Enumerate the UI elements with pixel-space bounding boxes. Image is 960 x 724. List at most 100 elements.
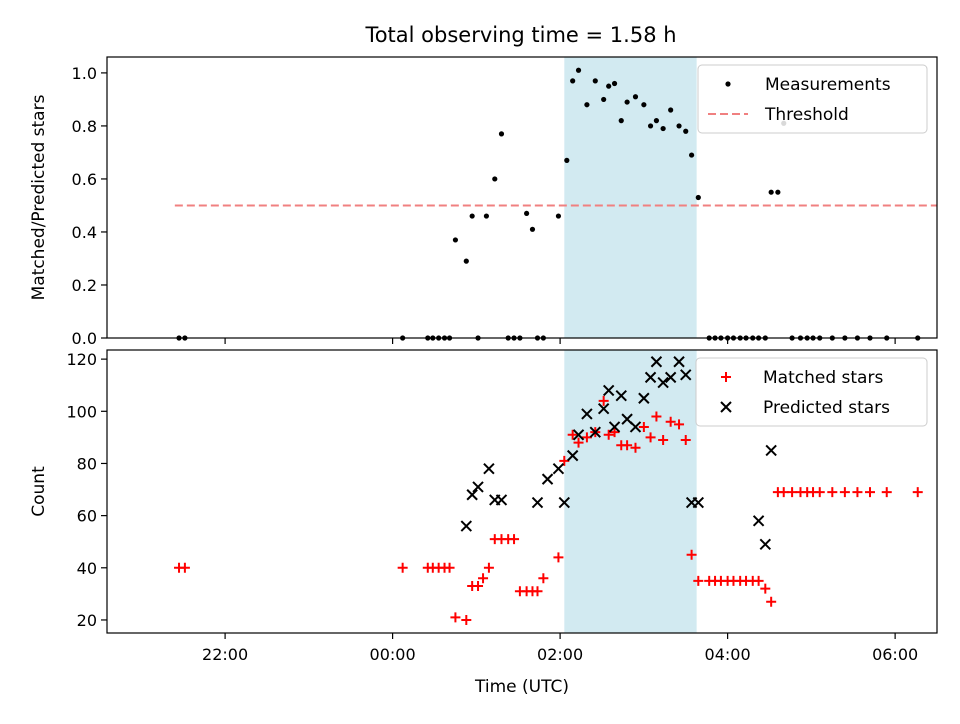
bottom-x-axis-label: Time (UTC) [474,677,569,697]
matched-star-point [645,432,656,443]
predicted-star-point [759,538,772,551]
y-tick-label: 120 [66,350,97,369]
matched-star-point [483,562,494,573]
y-tick-label: 0.6 [72,170,97,189]
predicted-star-point [552,462,565,475]
measurement-point [592,78,598,84]
matched-star-point [787,487,798,498]
matched-star-point [680,434,691,445]
legend-box [695,357,928,427]
bottom-legend: Matched stars Predicted stars [695,357,928,427]
y-tick-label: 80 [77,454,97,473]
predicted-star-point [673,356,685,368]
bottom-y-ticks: 20 40 60 80 100 120 [66,350,107,630]
matched-star-point [538,573,549,584]
legend-box [697,64,928,134]
matched-star-point [638,421,649,432]
predicted-star-point [460,520,473,532]
matched-star-point [912,487,923,498]
measurement-point [524,210,530,217]
measurement-point [469,213,475,219]
measurement-point [695,194,701,201]
matched-star-point [852,487,863,498]
bottom-observing-span [564,350,697,633]
matched-star-point [693,575,704,586]
predicted-star-point [558,496,571,509]
measurement-point [570,78,576,84]
measurement-point [492,176,498,182]
predicted-star-point [692,496,705,509]
predicted-star-point [664,371,677,384]
matched-star-point [567,429,578,440]
measurement-point [647,123,654,129]
bottom-x-ticks: 22:00 00:00 02:00 04:00 06:00 [202,633,918,664]
measurement-point [624,99,630,105]
measurement-point [529,226,536,232]
predicted-star-point [602,384,615,397]
y-tick-label: 0.8 [72,117,97,136]
measurement-point [555,213,562,219]
measurement-point [498,131,505,137]
matched-star-point [603,429,614,440]
measurement-point [775,189,781,195]
matched-star-point [532,586,543,597]
chart-title: Total observing time = 1.58 h [364,23,676,47]
x-tick-label: 02:00 [537,645,583,664]
matched-star-point [473,581,484,592]
predicted-star-point [483,462,495,475]
measurement-point [606,83,612,89]
x-tick-label: 00:00 [370,645,416,664]
measurement-point [676,123,682,129]
measurement-point [768,189,774,195]
legend-label: Matched stars [763,368,883,388]
measurement-point [641,102,647,108]
matched-star-point [760,583,771,594]
legend-matched-swatch [721,372,731,382]
legend-measurement-swatch [725,81,731,87]
measurement-point [564,157,570,163]
measurement-point [463,258,469,264]
top-panel-frame [106,56,938,339]
matched-star-point [827,487,838,498]
measurement-point [584,102,590,108]
measurement-point [483,213,490,219]
matched-star-point [553,552,564,563]
y-tick-label: 20 [77,611,97,630]
matched-star-point [658,434,669,445]
y-tick-label: 40 [77,559,97,578]
matched-star-point [478,573,489,584]
top-legend: Measurements Threshold [697,64,928,134]
predicted-star-point [566,449,579,462]
matched-star-point [444,562,455,573]
y-tick-label: 100 [66,402,97,421]
matched-star-point [864,487,875,498]
measurement-point [575,67,582,73]
predicted-star-point [657,376,669,389]
matched-star-point [778,487,789,498]
measurement-point [689,152,695,158]
y-tick-label: 1.0 [72,64,97,83]
x-tick-label: 06:00 [872,645,918,664]
matched-star-point [573,437,584,448]
predicted-star-point [680,369,692,381]
matched-star-point [766,596,777,607]
predicted-star-point [589,426,601,438]
measurement-point [452,237,459,243]
legend-predicted-swatch [720,401,732,413]
matched-star-point [753,575,764,586]
predicted-star-point [597,402,610,415]
measurement-point [601,96,607,103]
bottom-data-marks [174,356,923,625]
predicted-star-point [531,496,544,509]
matched-star-point [450,612,461,623]
predicted-star-point [495,494,508,506]
matched-star-point [814,487,825,498]
legend-label: Predicted stars [763,398,890,418]
bottom-y-axis-label: Count [29,466,49,517]
measurement-point [632,94,639,100]
predicted-star-point [752,515,765,527]
x-tick-label: 22:00 [202,645,248,664]
matched-star-point [881,487,892,498]
matched-star-point [598,395,609,406]
